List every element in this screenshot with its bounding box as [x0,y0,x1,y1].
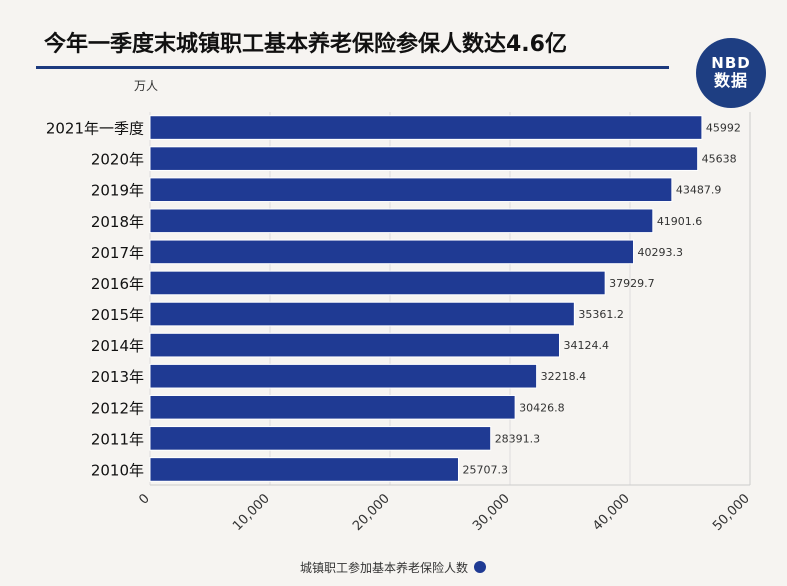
chart-title: 今年一季度末城镇职工基本养老保险参保人数达4.6亿 [44,32,567,57]
x-tick-label: 30,000 [470,491,513,534]
category-label: 2014年 [91,337,144,355]
bar [149,301,575,327]
bar [149,208,654,234]
logo-text-nbd: NBD [711,54,751,72]
category-label: 2013年 [91,368,144,386]
value-label: 25707.3 [462,463,508,476]
value-label: 30426.8 [519,401,565,414]
bar [149,146,699,171]
legend: 城镇职工参加基本养老保险人数 [300,558,540,576]
value-label: 34124.4 [563,339,609,352]
legend-label: 城镇职工参加基本养老保险人数 [300,560,469,575]
value-label: 37929.7 [609,277,655,290]
value-label: 41901.6 [657,215,703,228]
value-label: 28391.3 [495,432,540,445]
category-label: 2012年 [91,399,144,417]
category-label: 2016年 [91,275,144,293]
bar [149,457,459,482]
category-label: 2018年 [91,213,144,231]
x-tick-label: 50,000 [710,491,753,534]
title-underline [36,66,669,69]
category-label: 2011年 [91,430,144,448]
x-tick-label: 0 [136,491,152,507]
bar [149,394,516,420]
category-label: 2021年一季度 [46,120,144,138]
value-label: 35361.2 [578,308,624,321]
category-label: 2020年 [91,151,144,169]
bar [149,115,703,140]
category-label: 2015年 [91,306,144,324]
y-axis-unit-label: 万人 [134,79,158,93]
value-label: 40293.3 [638,246,684,259]
value-label: 43487.9 [676,184,722,197]
value-label: 45992 [706,122,741,135]
bar [149,177,673,203]
category-label: 2019年 [91,182,144,200]
logo-text-data: 数据 [713,71,748,90]
bar [149,270,606,296]
x-tick-label: 40,000 [590,491,633,534]
bar [149,363,538,389]
bar [149,239,635,265]
bar [149,332,560,358]
category-label: 2010年 [91,461,144,479]
value-label: 45638 [702,153,737,166]
legend-swatch [474,561,487,573]
x-tick-label: 20,000 [350,491,393,534]
category-label: 2017年 [91,244,144,262]
x-tick-label: 10,000 [230,491,273,534]
value-label: 32218.4 [541,370,587,383]
bar [149,426,492,451]
nbd-logo: NBD 数据 [696,38,766,108]
